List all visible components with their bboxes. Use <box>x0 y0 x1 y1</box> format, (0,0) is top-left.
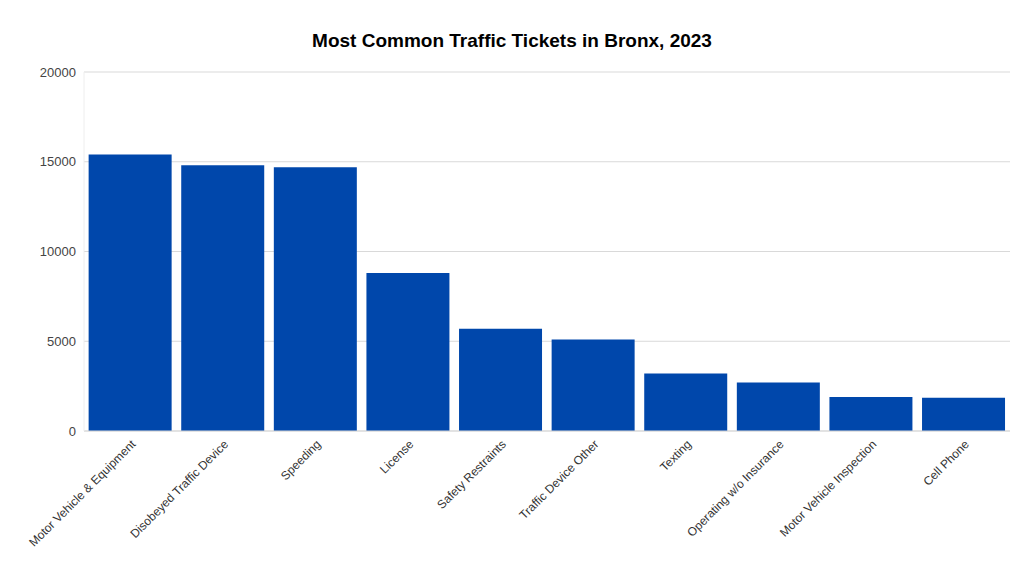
svg-text:Traffic Device Other: Traffic Device Other <box>517 437 602 522</box>
svg-text:Motor Vehicle & Equipment: Motor Vehicle & Equipment <box>26 437 139 550</box>
svg-text:Cell Phone: Cell Phone <box>920 437 972 489</box>
svg-text:15000: 15000 <box>40 154 76 169</box>
svg-text:20000: 20000 <box>40 65 76 80</box>
svg-text:Texting: Texting <box>657 437 694 474</box>
svg-text:Operating w/o Insurance: Operating w/o Insurance <box>684 437 787 540</box>
html-text:Most Common Traffic Tickets in: Most Common Traffic Tickets in Bronx, 20… <box>312 30 712 51</box>
svg-text:0: 0 <box>69 424 76 439</box>
svg-text:5000: 5000 <box>47 334 76 349</box>
svg-text:Motor Vehicle Inspection: Motor Vehicle Inspection <box>777 437 879 539</box>
svg-text:Disobeyed Traffic Device: Disobeyed Traffic Device <box>127 437 231 541</box>
svg-text:License: License <box>377 437 416 476</box>
svg-text:10000: 10000 <box>40 244 76 259</box>
svg-text:Speeding: Speeding <box>278 437 324 483</box>
svg-text:Safety Restraints: Safety Restraints <box>434 437 509 512</box>
